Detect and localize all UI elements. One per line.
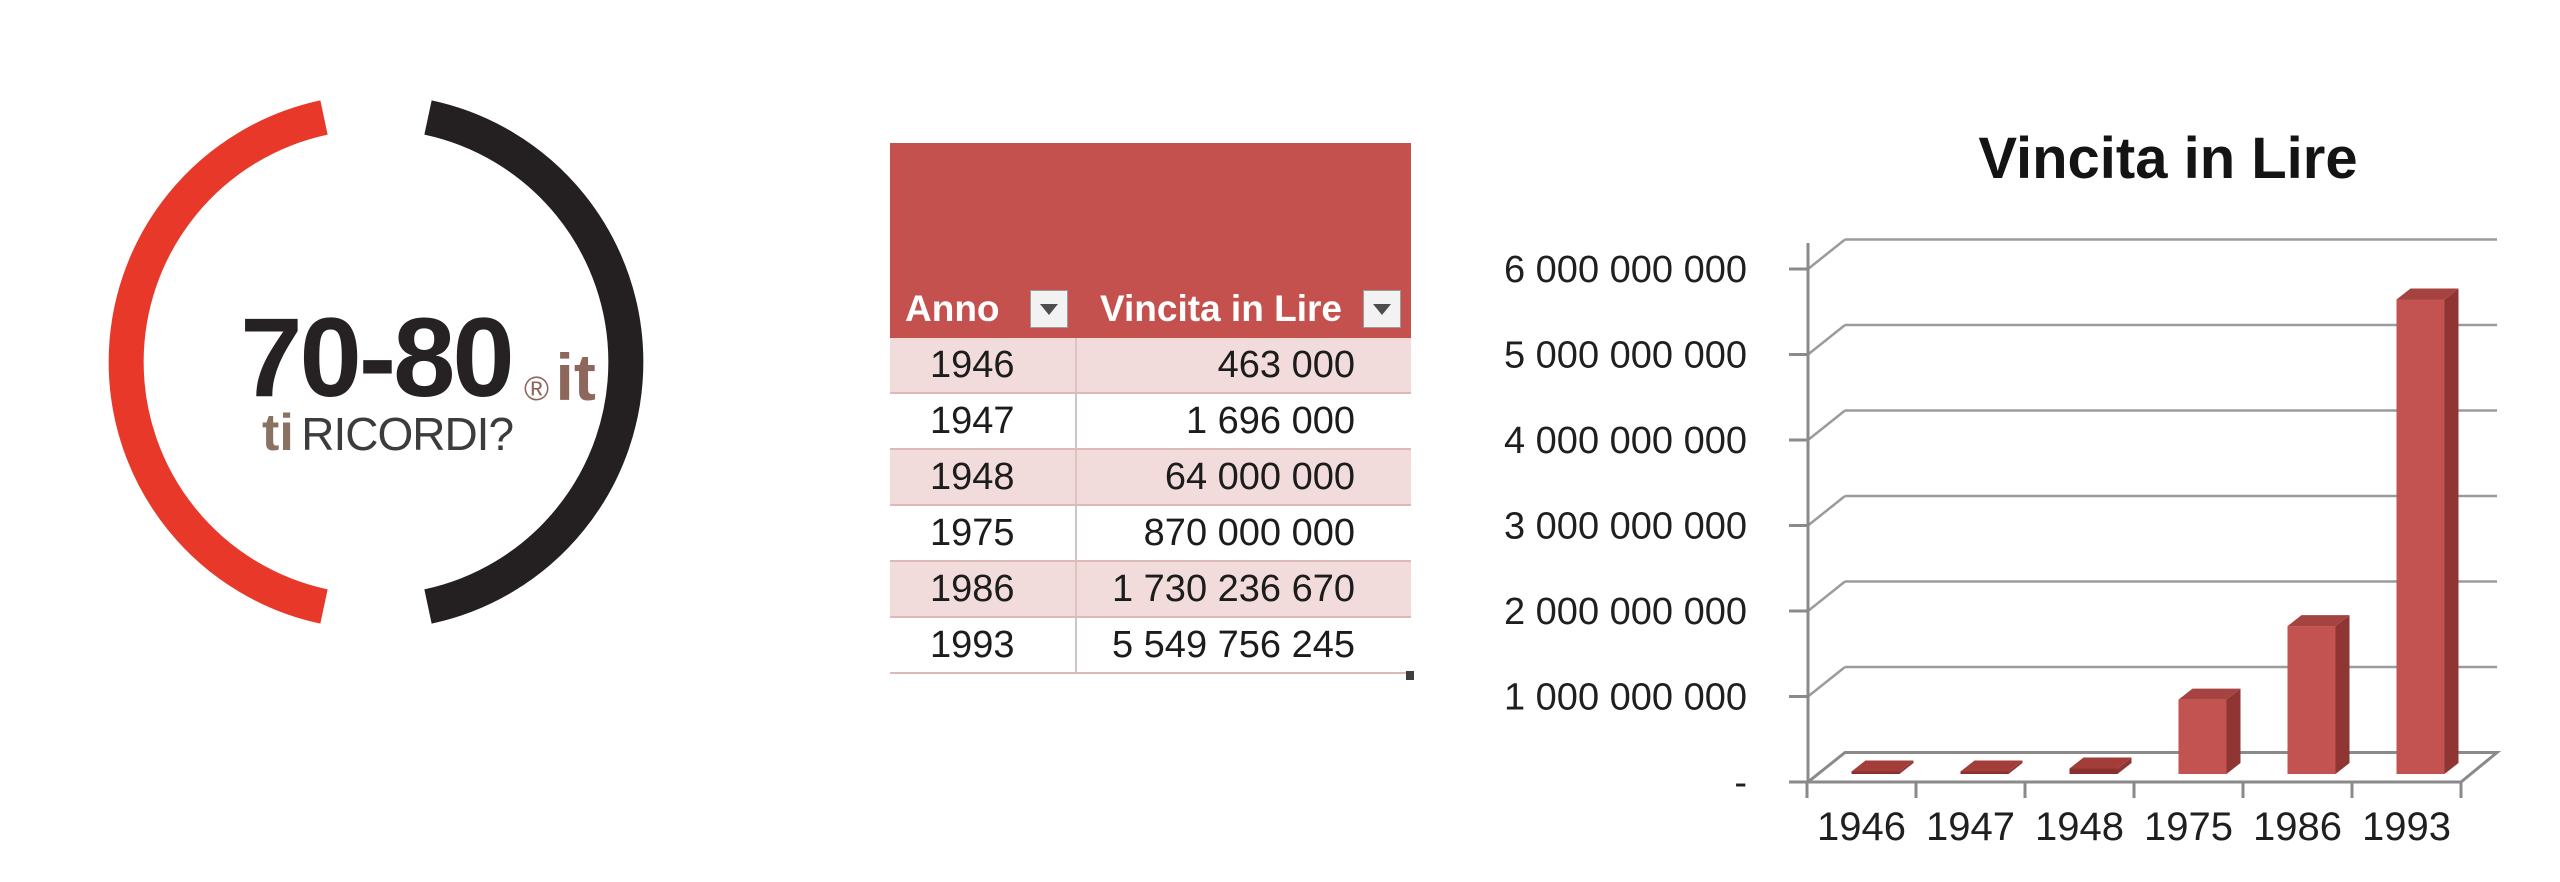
- bar-1975: [2178, 688, 2241, 774]
- bar-1946: [1851, 760, 1914, 774]
- column-header-vincita: Vincita in Lire: [1077, 280, 1411, 338]
- gridline-depth-segment: [1807, 580, 1846, 612]
- bar-side-face: [2335, 615, 2350, 774]
- selection-handle[interactable]: [1406, 671, 1414, 680]
- bar-top-face: [1960, 760, 2023, 772]
- cell-vincita[interactable]: 64 000 000: [1164, 455, 1355, 498]
- x-axis-label: 1948: [2035, 805, 2124, 849]
- table-row: 1947 1 696 000: [890, 394, 1411, 450]
- x-axis-label: 1986: [2253, 805, 2342, 849]
- table-row: 1986 1 730 236 670: [890, 562, 1411, 618]
- table-row: 1975 870 000 000: [890, 506, 1411, 562]
- column-header-anno: Anno: [890, 280, 1077, 338]
- bar-front-face: [1960, 771, 2009, 774]
- y-axis-label: 1 000 000 000: [1504, 677, 1747, 719]
- logo-tagline: ti RICORDI?: [262, 404, 513, 462]
- cell-vincita[interactable]: 463 000: [1217, 343, 1355, 386]
- logo-tagline-ti: ti: [262, 404, 294, 462]
- gridline-depth-segment: [1807, 666, 1846, 698]
- bar-side-face: [2117, 757, 2132, 774]
- cell-vincita[interactable]: 1 696 000: [1185, 399, 1355, 442]
- bar-top-face: [2287, 615, 2350, 627]
- bar-top-face: [2396, 288, 2459, 300]
- gridline-depth-segment: [1807, 238, 1846, 270]
- logo-ring-black-arc: [424, 100, 644, 624]
- bar-side-face: [1899, 760, 1914, 774]
- bar-front-face: [1851, 771, 1900, 774]
- bar-1986: [2287, 615, 2350, 774]
- bar-1993: [2396, 288, 2459, 774]
- registered-mark-icon: ®: [524, 370, 549, 408]
- table-header-row: Anno Vincita in Lire: [890, 280, 1411, 338]
- bar-top-face: [2178, 688, 2241, 700]
- bar-front-face: [2069, 768, 2118, 774]
- cell-anno[interactable]: 1986: [890, 562, 1077, 616]
- y-axis-label: -: [1734, 762, 1747, 804]
- cell-anno[interactable]: 1946: [890, 338, 1077, 392]
- x-axis-label: 1947: [1926, 805, 2015, 849]
- y-axis-label: 4 000 000 000: [1504, 420, 1747, 462]
- bar-side-face: [2008, 760, 2023, 774]
- y-axis-label: 6 000 000 000: [1504, 249, 1747, 291]
- cell-vincita[interactable]: 1 730 236 670: [1111, 567, 1355, 610]
- bar-front-face: [2178, 699, 2227, 774]
- chart-floor: [1803, 751, 2502, 784]
- filter-dropdown-button-anno[interactable]: [1030, 290, 1068, 328]
- y-axis-label: 2 000 000 000: [1504, 591, 1747, 633]
- excel-data-table: Anno Vincita in Lire 1946 463 000 1947 1…: [890, 143, 1414, 680]
- bar-top-face: [2069, 757, 2132, 769]
- bar-1947: [1960, 760, 2023, 774]
- column-header-anno-label: Anno: [905, 288, 1000, 329]
- bar-side-face: [2226, 688, 2241, 774]
- x-axis-label: 1993: [2362, 805, 2451, 849]
- bar-side-face: [2444, 288, 2459, 774]
- table-row: 1993 5 549 756 245: [890, 618, 1411, 674]
- x-axis-label: 1975: [2144, 805, 2233, 849]
- bar-top-face: [1851, 760, 1914, 772]
- logo-70-80-it: 70-80 ® it ti RICORDI?: [108, 100, 644, 624]
- filter-arrow-icon: [1040, 303, 1058, 315]
- table-row: 1946 463 000: [890, 338, 1411, 394]
- cell-anno[interactable]: 1975: [890, 506, 1077, 560]
- gridline-depth-segment: [1807, 495, 1846, 527]
- table-title-block: [890, 143, 1411, 280]
- logo-tagline-ricordi: RICORDI?: [301, 408, 513, 460]
- cell-vincita[interactable]: 5 549 756 245: [1111, 623, 1355, 666]
- logo-domain-text: ® it: [524, 340, 596, 414]
- bar-front-face: [2396, 299, 2445, 774]
- vincita-bar-chart: Vincita in Lire - 1 000 000 000 2 000 000 …: [1504, 126, 2502, 849]
- bar-1948: [2069, 757, 2132, 774]
- logo-brand-text: 70-80: [240, 295, 511, 420]
- column-header-vincita-label: Vincita in Lire: [1100, 288, 1342, 329]
- chart-title: Vincita in Lire: [1978, 126, 2357, 191]
- gridline-depth-segment: [1807, 409, 1846, 441]
- bar-front-face: [2287, 626, 2336, 774]
- table-row: 1948 64 000 000: [890, 450, 1411, 506]
- cell-anno[interactable]: 1948: [890, 450, 1077, 504]
- filter-arrow-icon: [1373, 303, 1391, 315]
- y-axis-label: 5 000 000 000: [1504, 335, 1747, 377]
- x-axis-label: 1946: [1817, 805, 1906, 849]
- cell-anno[interactable]: 1947: [890, 394, 1077, 448]
- cell-anno[interactable]: 1993: [890, 618, 1077, 672]
- y-axis-label: 3 000 000 000: [1504, 506, 1747, 548]
- filter-dropdown-button-vincita[interactable]: [1363, 290, 1401, 328]
- cell-vincita[interactable]: 870 000 000: [1143, 511, 1355, 554]
- gridline-depth-segment: [1807, 324, 1846, 356]
- logo-tld-text: it: [556, 340, 596, 414]
- logo-ring-red-arc: [108, 100, 328, 624]
